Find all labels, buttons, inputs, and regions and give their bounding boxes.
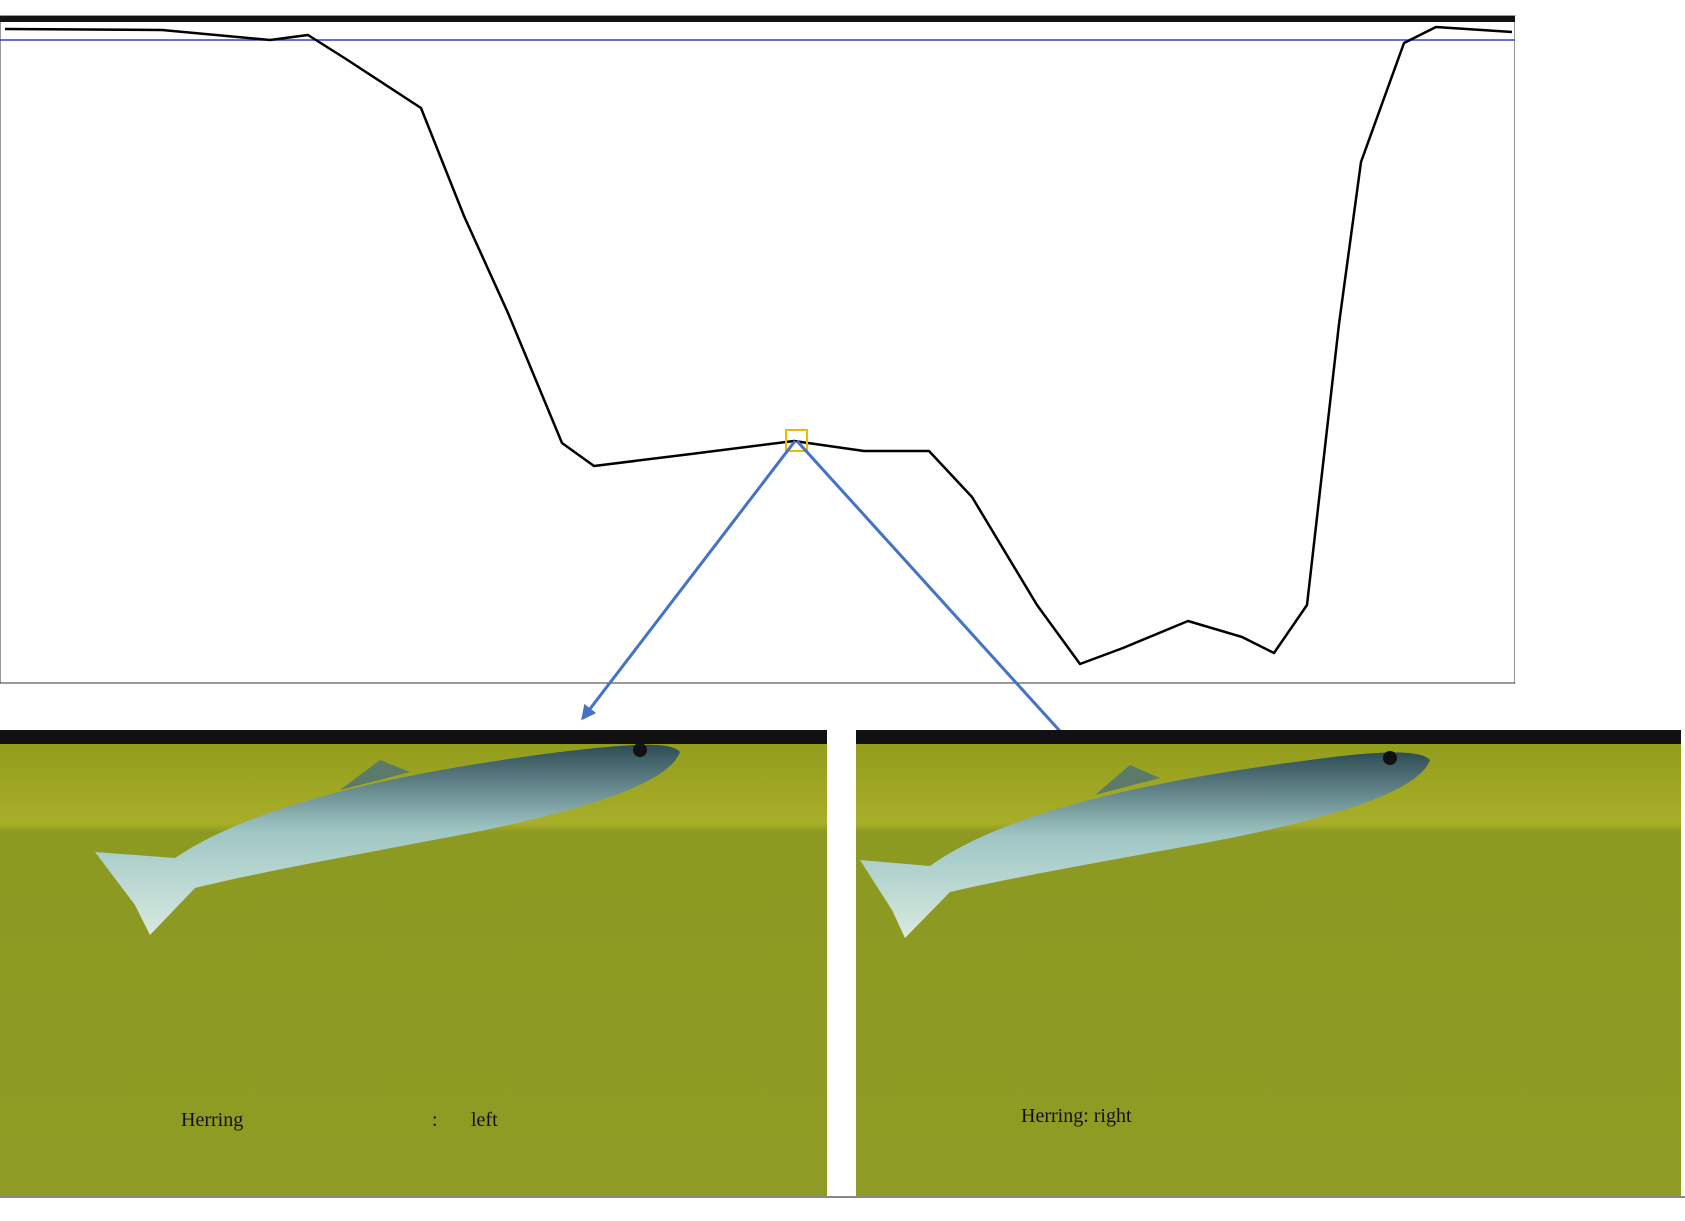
- caption-left: left: [471, 1109, 498, 1131]
- selection-box: [785, 429, 808, 452]
- caption-right: Herring: right: [1021, 1105, 1132, 1127]
- caption-left: Herring: [181, 1109, 243, 1131]
- legend-panel: [1515, 16, 1685, 683]
- echogram-frame: [0, 15, 1516, 684]
- caption-left: :: [432, 1109, 438, 1131]
- arrow-left: [581, 440, 797, 721]
- arrow-right: [795, 439, 1110, 786]
- bottom-line: [4, 25, 1513, 666]
- frame-bottom: [0, 1196, 1685, 1198]
- photo-left: [0, 730, 827, 1196]
- photo-right: [856, 730, 1681, 1196]
- surface-band: [0, 16, 1515, 22]
